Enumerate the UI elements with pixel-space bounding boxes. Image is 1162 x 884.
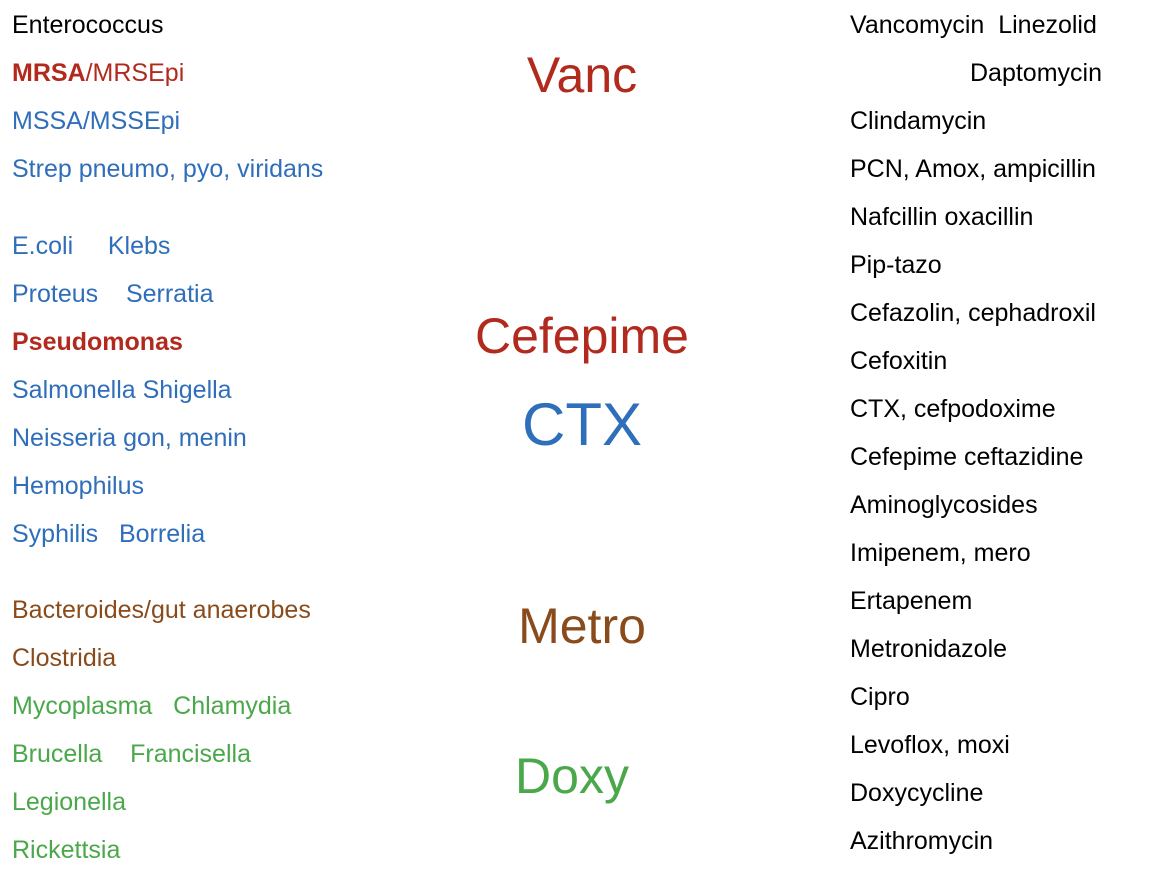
antibiotic: Azithromycin xyxy=(850,827,994,855)
organism-bold: MRSA xyxy=(12,59,86,87)
organism: Hemophilus xyxy=(12,472,145,500)
drug-label: CTX xyxy=(522,391,642,458)
antibiotic: Metronidazole xyxy=(850,635,1008,663)
organism: /MRSEpi xyxy=(85,59,185,87)
antibiotic: Ertapenem xyxy=(850,587,973,615)
antibiotic: Doxycycline xyxy=(850,779,984,807)
organism: Neisseria gon, menin xyxy=(12,424,247,452)
organism: Brucella Francisella xyxy=(12,740,251,768)
drug-label: Doxy xyxy=(515,748,629,804)
antibiotic: Nafcillin oxacillin xyxy=(850,203,1034,231)
organism: Syphilis Borrelia xyxy=(12,520,206,548)
drug-label: Vanc xyxy=(526,47,638,103)
antibiotic: Cefepime ceftazidine xyxy=(850,443,1084,471)
antibiotic: Daptomycin xyxy=(970,59,1102,87)
antibiotic: Cefoxitin xyxy=(850,347,948,375)
organism: MRSA/MRSEpi xyxy=(12,57,184,89)
organism: Rickettsia xyxy=(12,836,121,864)
antibiotic: Cefazolin, cephadroxil xyxy=(850,299,1096,327)
organism: Salmonella Shigella xyxy=(12,376,232,404)
organism: E.coli Klebs xyxy=(12,232,171,260)
organism: Enterococcus xyxy=(12,11,164,39)
drug-label: Metro xyxy=(518,598,646,654)
antibiotic: Clindamycin xyxy=(850,107,987,135)
antibiotic: Aminoglycosides xyxy=(850,491,1038,519)
drug-label: Cefepime xyxy=(475,308,689,364)
organism: Strep pneumo, pyo, viridans xyxy=(12,155,324,183)
antibiotic: Imipenem, mero xyxy=(850,539,1031,567)
antibiotic: Vancomycin Linezolid xyxy=(850,11,1097,39)
antibiotic: Levoflox, moxi xyxy=(850,731,1010,759)
organism: Mycoplasma Chlamydia xyxy=(12,692,292,720)
antibiotic: Cipro xyxy=(850,683,910,711)
organism: Clostridia xyxy=(12,644,117,672)
antibiotic: PCN, Amox, ampicillin xyxy=(850,155,1096,183)
organism: MSSA/MSSEpi xyxy=(12,107,181,135)
antibiotic: CTX, cefpodoxime xyxy=(850,395,1056,423)
antibiotic: Pip-tazo xyxy=(850,251,942,279)
organism: Pseudomonas xyxy=(12,328,183,356)
organism: Proteus Serratia xyxy=(12,280,214,308)
organism: Legionella xyxy=(12,788,126,816)
organism: Bacteroides/gut anaerobes xyxy=(12,596,311,624)
